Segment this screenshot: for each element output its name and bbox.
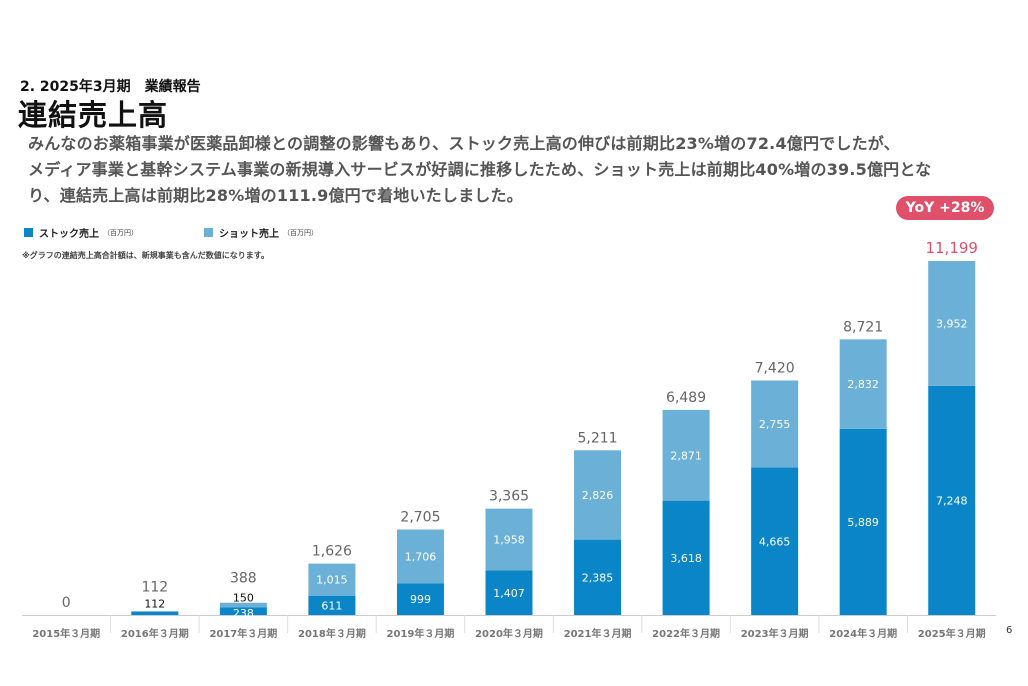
bar-stock-label: 4,665 (759, 535, 791, 548)
page-title: 連結売上高 (18, 98, 169, 132)
bar-total-label: 3,365 (489, 489, 529, 505)
x-tick-label: 2019年３月期 (387, 627, 455, 640)
bar-stock-label: 112 (144, 597, 165, 610)
bar-stock-label: 1,407 (493, 587, 525, 600)
bar-stock (396, 583, 444, 615)
bar-total-label: 388 (230, 571, 257, 587)
bar-total-label: 112 (141, 579, 168, 595)
section-label: 2. 2025年3月期 業績報告 (20, 79, 201, 95)
yoy-badge: YoY +28% (896, 196, 994, 220)
bar-stock (839, 428, 887, 615)
bar-shot (308, 563, 356, 596)
legend-stock-unit: （百万円） (103, 228, 138, 237)
x-tick-label: 2017年３月期 (209, 627, 277, 640)
bar-stock (485, 570, 533, 615)
chart-note: ※グラフの連結売上高合計額は、新規事業も含んだ数値になります。 (22, 251, 269, 260)
legend-stock-label: ストック売上 (39, 229, 99, 240)
bar-shot-label: 2,755 (759, 418, 791, 431)
bar-stock (928, 385, 976, 615)
bar-stock-label: 611 (321, 599, 342, 612)
summary-line-2: メディア事業と基幹システム事業の新規導入サービスが好調に推移したため、ショット売… (28, 160, 932, 179)
legend-shot-swatch (204, 228, 213, 237)
bar-total-label: 0 (62, 595, 71, 611)
bar-stock-label: 3,618 (670, 552, 702, 565)
bar-shot-label: 1,958 (493, 534, 525, 547)
bar-stock-label: 999 (410, 593, 431, 606)
bar-shot-label: 2,832 (847, 378, 879, 391)
x-tick-label: 2025年３月期 (918, 627, 986, 640)
summary-line-1: みんなのお薬箱事業が医薬品卸様との調整の影響もあり、ストック売上高の伸びは前期比… (28, 134, 900, 153)
bar-total-label: 6,489 (666, 390, 706, 406)
bar-shot-label: 2,871 (670, 449, 702, 462)
bar-stock (131, 611, 179, 615)
legend-stock-swatch (24, 228, 33, 237)
bar-stock (662, 500, 710, 615)
bar-shot (219, 602, 267, 608)
bar-total-label: 7,420 (755, 360, 795, 376)
bar-shot-label: 1,706 (405, 550, 437, 563)
bar-total-label: 5,211 (577, 430, 617, 446)
bar-stock (574, 539, 622, 615)
x-tick-label: 2022年３月期 (652, 627, 720, 640)
legend-shot-label: ショット売上 (219, 229, 279, 240)
legend-shot-unit: （百万円） (283, 228, 318, 237)
x-tick-label: 2023年３月期 (741, 627, 809, 640)
bar-total-label: 8,721 (843, 319, 883, 335)
x-tick-label: 2020年３月期 (475, 627, 543, 640)
bar-stock-label: 238 (233, 607, 254, 620)
bar-shot (928, 261, 976, 386)
bar-total-label: 11,199 (925, 239, 978, 257)
legend-stock: ストック売上 （百万円） (24, 225, 138, 240)
bar-shot (751, 380, 799, 468)
bar-stock-label: 2,385 (582, 571, 614, 584)
page-number: 6 (1006, 625, 1013, 636)
bar-shot-label: 2,826 (582, 489, 614, 502)
legend-shot: ショット売上 （百万円） (204, 225, 318, 240)
summary-line-3: り、連結売上高は前期比28%増の111.9億円で着地いたしました。 (28, 186, 523, 205)
bar-stock-label: 5,889 (847, 516, 879, 529)
bar-shot (396, 529, 444, 584)
bar-total-label: 1,626 (312, 544, 352, 560)
bar-stock (219, 607, 267, 615)
bar-stock-label: 7,248 (936, 494, 968, 507)
summary-text: みんなのお薬箱事業が医薬品卸様との調整の影響もあり、ストック売上高の伸びは前期比… (28, 131, 1004, 209)
bar-stock (751, 467, 799, 615)
bar-total-label: 2,705 (400, 510, 440, 526)
bar-shot (574, 450, 622, 540)
bar-shot (839, 339, 887, 429)
x-tick-label: 2018年３月期 (298, 627, 366, 640)
x-tick-label: 2015年３月期 (32, 627, 100, 640)
bar-shot (485, 508, 533, 571)
bar-shot-label: 3,952 (936, 317, 968, 330)
x-tick-label: 2024年３月期 (829, 627, 897, 640)
bar-shot (662, 409, 710, 501)
bar-shot-label: 1,015 (316, 574, 348, 587)
x-tick-label: 2021年３月期 (564, 627, 632, 640)
bar-shot-label: 150 (233, 592, 254, 605)
x-tick-label: 2016年３月期 (121, 627, 189, 640)
bar-stock (308, 595, 356, 615)
